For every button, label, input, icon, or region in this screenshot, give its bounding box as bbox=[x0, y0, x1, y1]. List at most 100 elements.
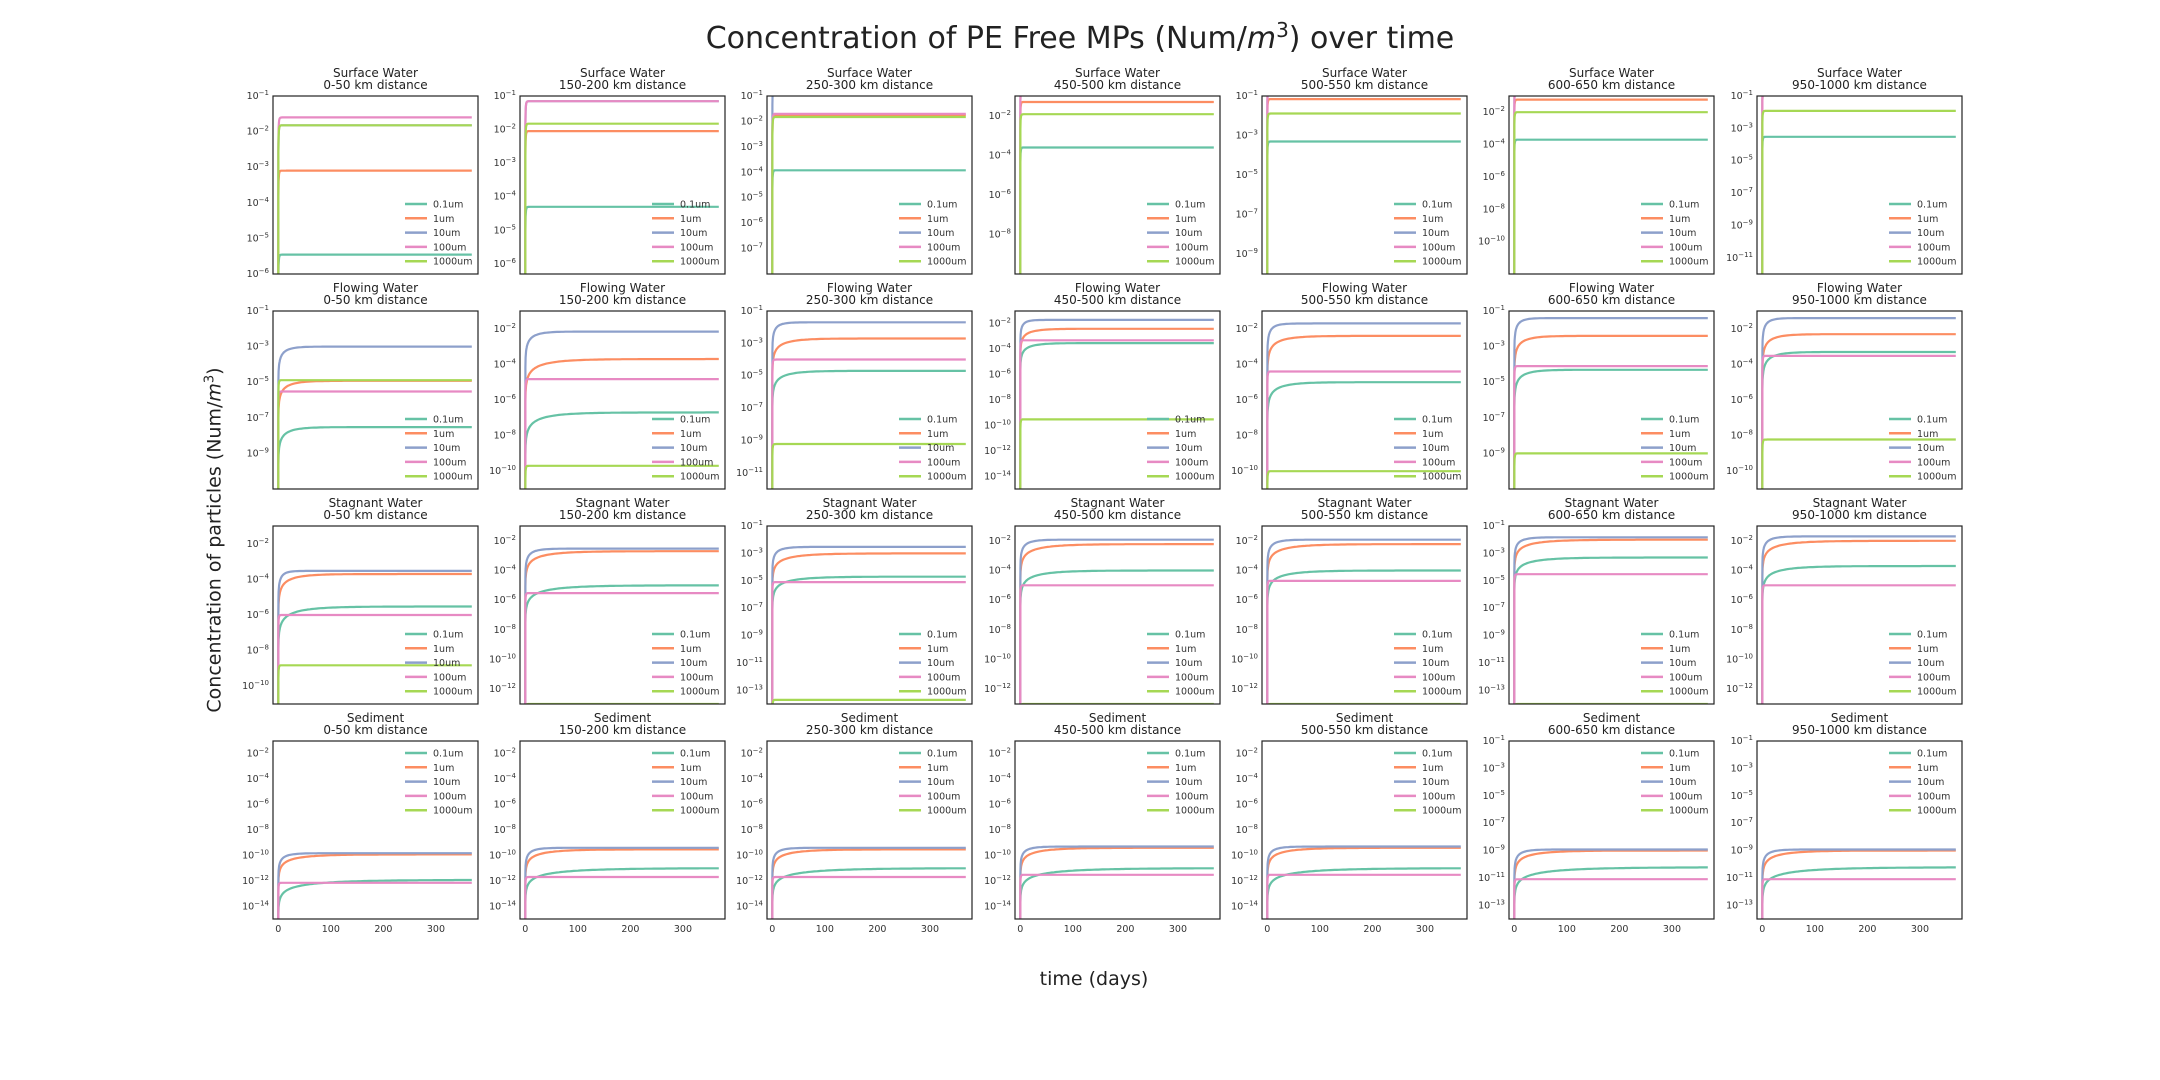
series-1000um-line bbox=[1513, 452, 1708, 489]
legend-label: 10um bbox=[680, 228, 707, 239]
legend-label: 1000um bbox=[433, 257, 472, 268]
subplot-frame bbox=[1261, 95, 1468, 275]
subplot-r0-c6: Surface Water 950-1000 km distance 10−11 10… bbox=[1726, 66, 1963, 275]
y-tick-label: 10−6 bbox=[989, 798, 1012, 811]
legend-label: 100um bbox=[1175, 791, 1208, 802]
series-10um-line bbox=[1761, 535, 1956, 704]
legend-label: 100um bbox=[433, 242, 466, 253]
y-tick-label: 10−2 bbox=[741, 114, 763, 127]
legend-label: 1um bbox=[1175, 763, 1196, 774]
legend-label: 1000um bbox=[1669, 257, 1708, 268]
legend: 0.1um 1um 10um 100um 1000um bbox=[1394, 630, 1461, 698]
legend-label: 0.1um bbox=[1175, 200, 1205, 211]
series-10um-line bbox=[1513, 536, 1708, 704]
subplot-r0-c3: Surface Water 450-500 km distance 10−8 10−6… bbox=[989, 66, 1221, 275]
x-tick-label: 200 bbox=[1858, 924, 1876, 935]
series-10um-line bbox=[524, 330, 719, 489]
legend-label: 10um bbox=[1917, 777, 1944, 788]
legend-label: 10um bbox=[1669, 443, 1696, 454]
legend-label: 1000um bbox=[680, 687, 719, 698]
legend-label: 10um bbox=[1422, 443, 1449, 454]
y-tick-label: 10−8 bbox=[989, 227, 1011, 240]
series-100um-line bbox=[1761, 354, 1956, 489]
y-tick-label: 10−7 bbox=[741, 601, 763, 614]
x-tick-label: 300 bbox=[674, 924, 692, 935]
series-1um-line bbox=[277, 572, 472, 704]
y-tick-label: 10−2 bbox=[741, 747, 763, 760]
legend-label: 100um bbox=[1175, 457, 1208, 468]
legend-label: 1um bbox=[433, 763, 454, 774]
series-1um-line bbox=[1019, 543, 1214, 704]
y-tick-label: 10−2 bbox=[1236, 747, 1258, 760]
subplot-r2-c6: Stagnant Water 950-1000 km distance 10−12 1… bbox=[1726, 496, 1963, 705]
legend-label: 1000um bbox=[1175, 806, 1214, 817]
subplot-r3-c1: Sediment 150-200 km distance 10−14 10−12 10−… bbox=[489, 711, 726, 935]
y-tick-label: 10−2 bbox=[494, 534, 516, 547]
subplot-frame bbox=[1014, 310, 1221, 490]
y-tick-label: 10−12 bbox=[1231, 682, 1258, 695]
series-10um-line bbox=[1019, 845, 1214, 919]
subplot-frame bbox=[272, 525, 479, 705]
legend-label: 1um bbox=[1422, 214, 1443, 225]
legend-label: 100um bbox=[1422, 672, 1455, 683]
subplot-title: Flowing Water 600-650 km distance bbox=[1548, 281, 1675, 307]
y-tick-label: 10−5 bbox=[741, 369, 763, 382]
y-tick-label: 10−7 bbox=[1483, 411, 1505, 424]
series-1um-line bbox=[1019, 327, 1214, 489]
series-1000um-line bbox=[1266, 470, 1461, 489]
subplot-r2-c4: Stagnant Water 500-550 km distance 10−12 10… bbox=[1231, 496, 1468, 705]
legend-label: 10um bbox=[1175, 443, 1202, 454]
legend-label: 0.1um bbox=[927, 630, 957, 641]
series-10um-line bbox=[1019, 538, 1214, 704]
x-tick-label: 300 bbox=[1663, 924, 1681, 935]
series-1um-line bbox=[1761, 333, 1956, 489]
y-tick-label: 10−3 bbox=[741, 336, 763, 349]
y-tick-label: 10−9 bbox=[741, 629, 763, 642]
series-1um-line bbox=[1513, 334, 1708, 489]
legend-label: 1000um bbox=[927, 257, 966, 268]
legend: 0.1um 1um 10um 100um 1000um bbox=[1641, 630, 1708, 698]
y-tick-label: 10−5 bbox=[494, 223, 516, 236]
legend-label: 100um bbox=[1175, 672, 1208, 683]
y-tick-label: 10−9 bbox=[1483, 844, 1505, 857]
legend-label: 1um bbox=[1669, 763, 1690, 774]
subplot-r0-c4: Surface Water 500-550 km distance 10−9 10−7… bbox=[1236, 66, 1468, 275]
y-tick-label: 10−11 bbox=[736, 466, 763, 479]
series-1000um-line bbox=[524, 464, 719, 489]
legend-label: 1um bbox=[433, 429, 454, 440]
legend-label: 1um bbox=[1669, 214, 1690, 225]
y-tick-label: 10−10 bbox=[984, 418, 1011, 431]
series-1000um-line bbox=[524, 122, 719, 274]
x-tick-label: 200 bbox=[621, 924, 639, 935]
y-tick-label: 10−3 bbox=[1731, 761, 1753, 774]
y-tick-label: 10−2 bbox=[247, 747, 269, 760]
legend-label: 100um bbox=[680, 672, 713, 683]
subplot-frame bbox=[1756, 95, 1963, 275]
series-0.1um-line bbox=[1019, 146, 1214, 274]
subplot-r3-c2: Sediment 250-300 km distance 10−14 10−12 10−… bbox=[736, 711, 973, 935]
series-1000um-line bbox=[277, 124, 472, 274]
legend-label: 100um bbox=[1422, 457, 1455, 468]
legend-label: 0.1um bbox=[927, 415, 957, 426]
y-tick-label: 10−2 bbox=[989, 534, 1011, 547]
series-0.1um-line bbox=[524, 584, 719, 704]
subplot-frame bbox=[766, 95, 973, 275]
legend: 0.1um 1um 10um 100um 1000um bbox=[1394, 415, 1461, 483]
legend-label: 1000um bbox=[1175, 687, 1214, 698]
legend-label: 1000um bbox=[1917, 257, 1956, 268]
series-1000um-line bbox=[277, 379, 472, 489]
y-tick-label: 10−12 bbox=[489, 682, 516, 695]
series-1um-line bbox=[1266, 846, 1461, 919]
series-1um-line bbox=[1019, 846, 1214, 919]
series-100um-line bbox=[1266, 873, 1461, 919]
series-1um-line bbox=[771, 848, 966, 919]
y-tick-label: 10−10 bbox=[489, 653, 516, 666]
y-tick-label: 10−4 bbox=[1236, 564, 1259, 577]
legend-label: 0.1um bbox=[1669, 630, 1699, 641]
legend-label: 1um bbox=[1669, 644, 1690, 655]
legend-label: 10um bbox=[927, 228, 954, 239]
subplot-frame bbox=[272, 95, 479, 275]
series-10um-line bbox=[524, 846, 719, 919]
series-100um-line bbox=[771, 358, 966, 489]
y-tick-label: 10−13 bbox=[1478, 898, 1505, 911]
